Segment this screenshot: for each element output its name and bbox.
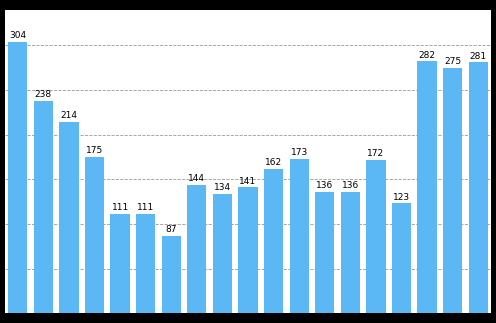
Bar (34, 101, 53, 313)
Text: 214: 214 (61, 111, 77, 120)
Text: 175: 175 (86, 146, 103, 155)
Text: 141: 141 (240, 177, 256, 186)
Bar (418, 61, 436, 313)
Bar (8, 42, 27, 313)
Text: 136: 136 (316, 181, 333, 190)
Text: 304: 304 (9, 31, 26, 40)
Text: 282: 282 (419, 51, 435, 60)
Bar (392, 203, 411, 313)
Bar (85, 157, 104, 313)
Bar (264, 169, 283, 313)
Text: 238: 238 (35, 90, 52, 99)
Bar (315, 192, 334, 313)
Text: 123: 123 (393, 193, 410, 202)
Bar (111, 214, 129, 313)
Text: 134: 134 (214, 183, 231, 192)
Bar (187, 185, 206, 313)
Text: 162: 162 (265, 158, 282, 167)
Bar (136, 214, 155, 313)
Text: 172: 172 (368, 149, 384, 158)
Text: 173: 173 (291, 148, 308, 157)
Bar (213, 194, 232, 313)
Bar (60, 122, 78, 313)
Text: 111: 111 (112, 203, 128, 213)
Text: 275: 275 (444, 57, 461, 66)
Text: 281: 281 (470, 52, 487, 61)
Bar (443, 68, 462, 313)
Text: 144: 144 (188, 174, 205, 183)
Bar (239, 187, 257, 313)
Text: 87: 87 (166, 225, 177, 234)
Bar (162, 235, 181, 313)
Bar (469, 62, 488, 313)
Text: 136: 136 (342, 181, 359, 190)
Text: 111: 111 (137, 203, 154, 213)
Bar (341, 192, 360, 313)
Bar (290, 159, 309, 313)
Bar (367, 160, 385, 313)
